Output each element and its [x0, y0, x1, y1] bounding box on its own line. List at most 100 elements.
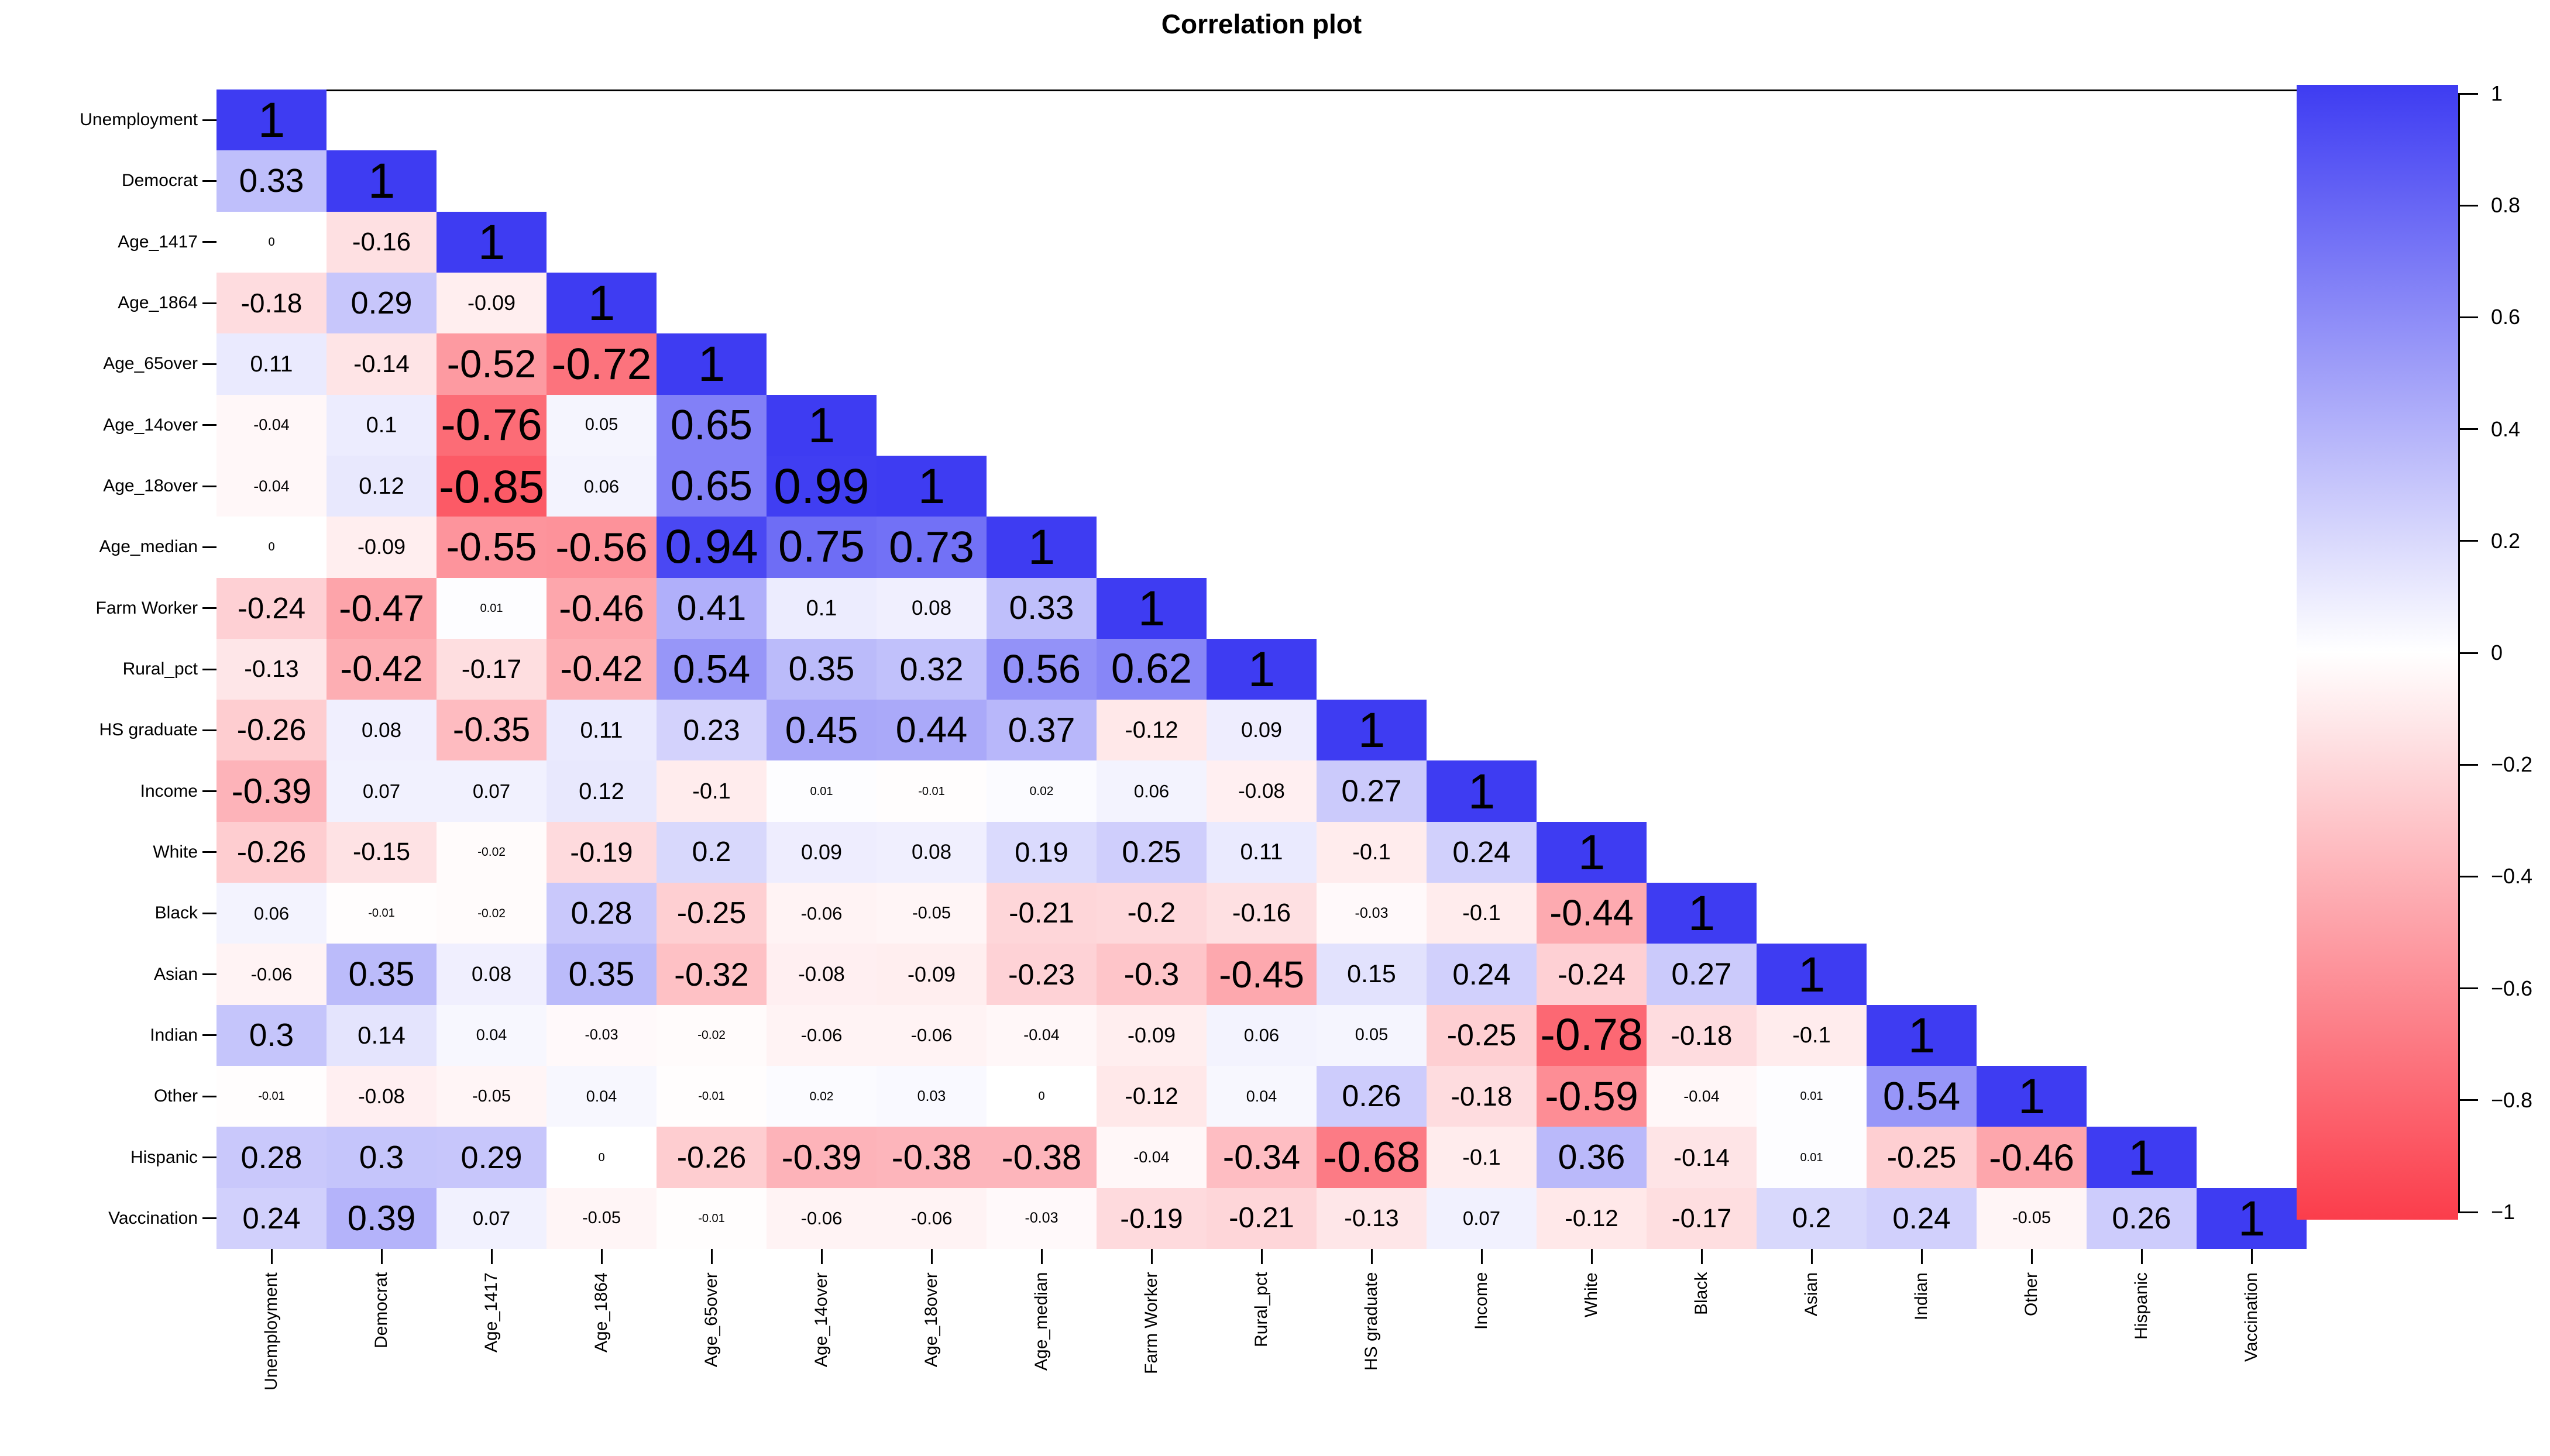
- y-axis-tick: [202, 607, 216, 610]
- cell-value: 0.04: [1246, 1087, 1277, 1105]
- heatmap-cell: -0.06: [767, 883, 877, 944]
- cell-value: 0.11: [250, 351, 293, 377]
- heatmap-cell: -0.23: [987, 944, 1097, 1005]
- y-axis-tick: [202, 180, 216, 182]
- heatmap-cell: -0.42: [327, 638, 437, 700]
- heatmap-cell: 0.24: [1427, 944, 1537, 1005]
- cell-value: 0.06: [1133, 781, 1170, 802]
- row-label: Black: [154, 903, 198, 923]
- heatmap-cell: 0.65: [657, 455, 767, 517]
- heatmap-cell: -0.26: [657, 1127, 767, 1188]
- y-axis-tick: [202, 1034, 216, 1037]
- heatmap-cell: -0.56: [547, 517, 657, 578]
- y-axis-tick: [202, 973, 216, 976]
- cell-value: 0.23: [683, 714, 740, 747]
- x-axis-tick: [1370, 1249, 1373, 1264]
- cell-value: 0.01: [480, 601, 503, 615]
- x-axis-tick: [1810, 1249, 1813, 1264]
- heatmap-cell: 0.01: [1757, 1066, 1867, 1127]
- heatmap-cell: -0.09: [327, 517, 437, 578]
- cell-value: -0.14: [1673, 1143, 1730, 1171]
- heatmap-cell: -0.21: [987, 883, 1097, 944]
- cell-value: -0.1: [1352, 839, 1391, 865]
- x-axis-tick: [1150, 1249, 1153, 1264]
- cell-value: -0.01: [368, 907, 395, 920]
- cell-value: -0.56: [555, 524, 648, 570]
- cell-value: -0.01: [698, 1090, 725, 1103]
- cell-value: 1: [257, 92, 286, 148]
- cell-value: -0.05: [2012, 1209, 2051, 1228]
- cell-value: -0.32: [674, 955, 749, 993]
- heatmap-cell: 1: [1317, 700, 1427, 761]
- colorbar-tick: [2458, 92, 2478, 95]
- cell-value: 0.26: [1342, 1079, 1401, 1114]
- cell-value: -0.25: [676, 896, 747, 931]
- heatmap-cell: -0.06: [767, 1187, 877, 1249]
- column-label: Indian: [1912, 1272, 1931, 1320]
- row-label: White: [153, 842, 198, 862]
- heatmap-cell: 0: [216, 211, 327, 273]
- heatmap-cell: -0.52: [437, 333, 547, 395]
- heatmap-cell: -0.18: [1427, 1066, 1537, 1127]
- cell-value: 0.27: [1341, 774, 1402, 809]
- x-axis-tick: [820, 1249, 823, 1264]
- cell-value: -0.38: [1001, 1137, 1082, 1177]
- heatmap-cell: -0.3: [1097, 944, 1207, 1005]
- heatmap-cell: 0.75: [767, 517, 877, 578]
- cell-value: 1: [1798, 946, 1826, 1002]
- x-axis-tick: [1920, 1249, 1923, 1264]
- x-axis-tick: [2250, 1249, 2253, 1264]
- heatmap-cell: 0.27: [1647, 944, 1757, 1005]
- heatmap-cell: 0.01: [767, 760, 877, 822]
- cell-value: -0.45: [1219, 953, 1304, 996]
- heatmap-cell: -0.21: [1207, 1187, 1317, 1249]
- heatmap-cell: -0.12: [1097, 700, 1207, 761]
- cell-value: -0.02: [477, 906, 506, 920]
- colorbar-tick-label: 0.2: [2491, 528, 2521, 553]
- heatmap-cell: -0.09: [437, 272, 547, 334]
- x-axis-tick: [710, 1249, 713, 1264]
- heatmap-cell: 1: [1977, 1066, 2087, 1127]
- heatmap-cell: 0.06: [1207, 1004, 1317, 1066]
- colorbar-tick-label: 0: [2491, 641, 2503, 665]
- column-label: Vaccination: [2242, 1272, 2261, 1362]
- cell-value: -0.34: [1222, 1138, 1301, 1176]
- heatmap-cell: 0.11: [1207, 821, 1317, 883]
- heatmap-cell: 0.04: [547, 1066, 657, 1127]
- colorbar-tick: [2458, 1211, 2478, 1213]
- cell-value: -0.46: [1989, 1136, 2074, 1179]
- heatmap-cell: -0.16: [327, 211, 437, 273]
- cell-value: 0.07: [472, 780, 511, 803]
- cell-value: 0.54: [672, 646, 751, 691]
- heatmap-cell: 0.01: [437, 577, 547, 639]
- cell-value: 0.41: [676, 588, 747, 628]
- row-label: Democrat: [121, 171, 198, 191]
- heatmap-cell: 0.29: [437, 1127, 547, 1188]
- cell-value: -0.1: [1462, 901, 1501, 926]
- cell-value: 0.11: [580, 717, 623, 743]
- heatmap-cell: 0.3: [327, 1127, 437, 1188]
- y-axis-tick: [202, 302, 216, 304]
- heatmap-cell: 1: [1427, 760, 1537, 822]
- cell-value: -0.35: [452, 711, 531, 749]
- cell-value: 0.07: [1462, 1207, 1501, 1230]
- cell-value: -0.17: [1671, 1203, 1732, 1234]
- heatmap-cell: -0.1: [1757, 1004, 1867, 1066]
- x-axis-tick: [270, 1249, 273, 1264]
- heatmap-cell: 0.28: [216, 1127, 327, 1188]
- row-label: Rural_pct: [122, 659, 198, 679]
- row-label: Vaccination: [108, 1208, 198, 1228]
- heatmap-cell: 0.24: [1867, 1187, 1977, 1249]
- heatmap-cell: 0.12: [547, 760, 657, 822]
- x-axis-tick: [1040, 1249, 1043, 1264]
- heatmap-cell: 0.26: [1317, 1066, 1427, 1127]
- cell-value: 0.29: [350, 285, 413, 321]
- cell-value: -0.76: [441, 400, 542, 450]
- cell-value: -0.78: [1540, 1010, 1643, 1061]
- cell-value: -0.25: [1886, 1140, 1957, 1175]
- cell-value: -0.1: [1792, 1023, 1831, 1048]
- cell-value: 1: [367, 153, 396, 209]
- heatmap-cell: -0.38: [877, 1127, 987, 1188]
- heatmap-cell: 0.06: [547, 455, 657, 517]
- cell-value: 1: [697, 336, 726, 392]
